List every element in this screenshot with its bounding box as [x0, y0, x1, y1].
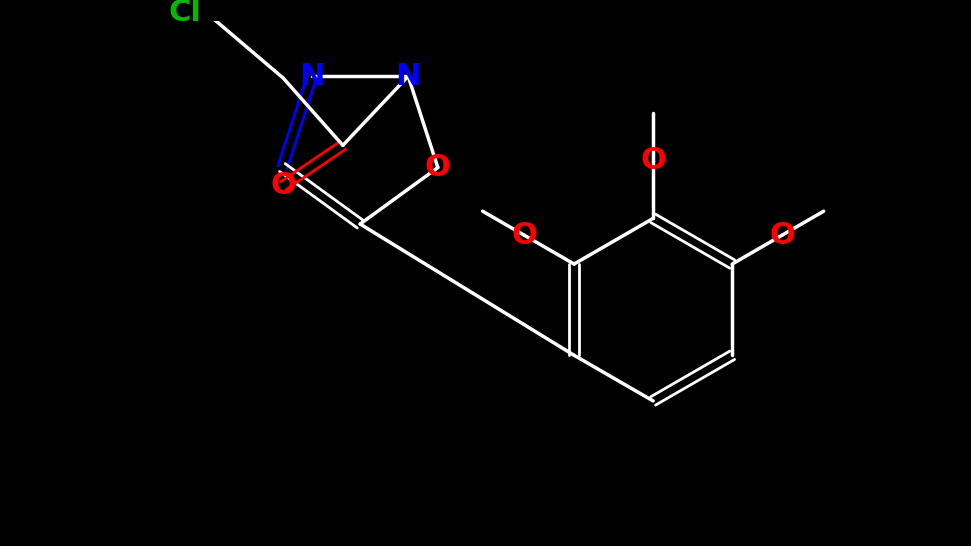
Text: O: O [640, 146, 666, 175]
Text: O: O [512, 221, 537, 250]
Text: Cl: Cl [169, 0, 202, 27]
Text: N: N [395, 62, 420, 91]
Text: O: O [425, 153, 451, 182]
Text: O: O [270, 171, 296, 200]
Text: O: O [769, 221, 795, 250]
Text: N: N [299, 62, 324, 91]
